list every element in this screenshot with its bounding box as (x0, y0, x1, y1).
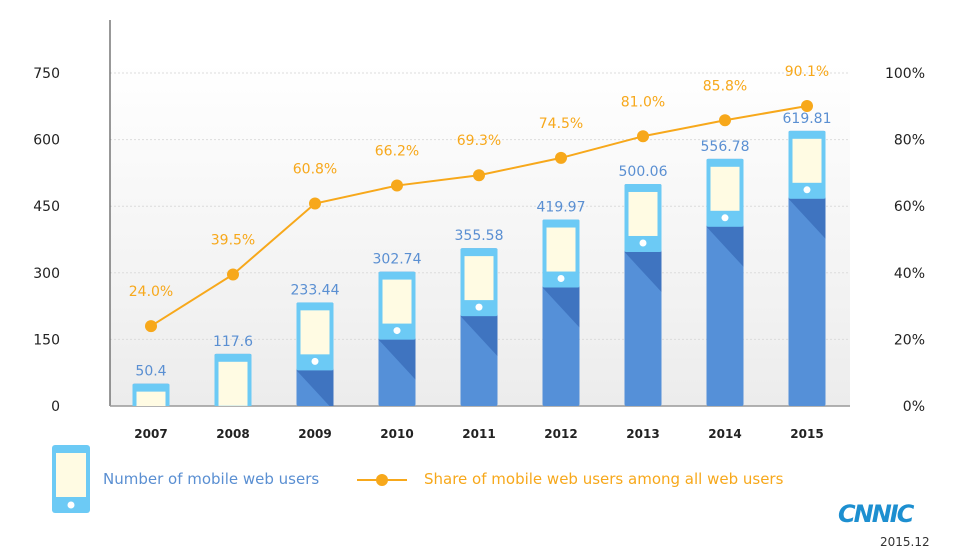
phone-button (230, 409, 237, 416)
share-value-label: 66.2% (375, 144, 419, 160)
share-point (555, 151, 567, 164)
legend-phone-button (67, 501, 75, 509)
phone-screen (792, 138, 822, 183)
share-point (391, 179, 403, 192)
bar-shadow (788, 198, 826, 239)
share-point (309, 197, 321, 210)
phone-screen (382, 279, 412, 324)
bar-value-label: 117.6 (213, 334, 253, 350)
cnnic-logo: CNNIC (838, 500, 914, 528)
x-tick-label: 2008 (216, 427, 249, 441)
x-tick-label: 2015 (790, 427, 823, 441)
bar-group (214, 353, 252, 416)
legend-line-marker (376, 474, 388, 486)
bar-shadow (460, 316, 498, 357)
y-left-tick-label: 300 (33, 266, 60, 282)
x-tick-label: 2011 (462, 427, 495, 441)
y-right-tick-label: 0% (903, 399, 925, 415)
bar-value-label: 50.4 (135, 364, 166, 380)
share-value-label: 90.1% (785, 64, 829, 80)
phone-button (311, 357, 319, 365)
phone-screen (628, 191, 658, 236)
share-point (637, 130, 649, 143)
bar-group (378, 271, 416, 406)
bar-group (132, 383, 170, 407)
x-tick-label: 2010 (380, 427, 413, 441)
phone-screen (300, 310, 330, 355)
x-tick-label: 2013 (626, 427, 659, 441)
y-left-tick-label: 0 (51, 399, 60, 415)
x-tick-label: 2009 (298, 427, 331, 441)
share-value-label: 85.8% (703, 78, 747, 94)
y-right-tick-label: 20% (894, 332, 925, 348)
share-value-label: 74.5% (539, 116, 583, 132)
bar-value-label: 233.44 (291, 282, 340, 298)
phone-button (393, 327, 401, 335)
legend-line-label: Share of mobile web users among all web … (424, 470, 784, 488)
y-left-tick-label: 150 (33, 332, 60, 348)
bar-group (542, 219, 580, 406)
phone-button (475, 303, 483, 311)
share-value-label: 81.0% (621, 94, 665, 110)
x-tick-label: 2012 (544, 427, 577, 441)
bar-group (460, 248, 498, 406)
phone-screen (218, 361, 248, 406)
y-left-tick-label: 750 (33, 66, 60, 82)
bar-value-label: 302.74 (373, 252, 422, 268)
phone-screen (546, 227, 576, 272)
legend-phone-screen (56, 453, 86, 497)
x-tick-label: 2014 (708, 427, 741, 441)
bar-value-label: 619.81 (783, 111, 832, 127)
bar-group (624, 183, 662, 406)
bar-shadow (296, 370, 334, 406)
phone-button (803, 186, 811, 194)
y-right-tick-label: 80% (894, 133, 925, 149)
phone-button (557, 275, 565, 283)
share-value-label: 24.0% (129, 284, 173, 300)
legend-bar-icon (52, 445, 90, 513)
share-point (801, 99, 813, 112)
bar-group (296, 302, 334, 406)
phone-screen (136, 391, 166, 407)
share-value-label: 69.3% (457, 133, 501, 149)
phone-screen (710, 166, 740, 211)
bar-shadow (624, 251, 662, 292)
bar-value-label: 500.06 (619, 164, 668, 180)
x-tick-label: 2007 (134, 427, 167, 441)
share-point (719, 114, 731, 127)
report-date: 2015.12 (880, 535, 930, 549)
share-value-label: 60.8% (293, 162, 337, 178)
bar-group (706, 158, 744, 406)
share-value-label: 39.5% (211, 232, 255, 248)
legend-bar-label: Number of mobile web users (103, 470, 320, 488)
share-point (145, 320, 157, 333)
bar-value-label: 355.58 (455, 228, 504, 244)
y-right-tick-label: 40% (894, 266, 925, 282)
bar-group (788, 130, 826, 406)
y-right-tick-label: 60% (894, 199, 925, 215)
y-left-tick-label: 600 (33, 133, 60, 149)
bar-shadow (542, 287, 580, 328)
y-left-tick-label: 450 (33, 199, 60, 215)
bar-value-label: 556.78 (701, 139, 750, 155)
y-right-tick-label: 100% (885, 66, 925, 82)
share-point (473, 169, 485, 182)
phone-button (639, 239, 647, 247)
bar-value-label: 419.97 (537, 200, 586, 216)
phone-screen (464, 256, 494, 301)
phone-button (721, 214, 729, 222)
bar-shadow (706, 226, 744, 267)
bar-shadow (378, 339, 416, 380)
share-point (227, 268, 239, 281)
